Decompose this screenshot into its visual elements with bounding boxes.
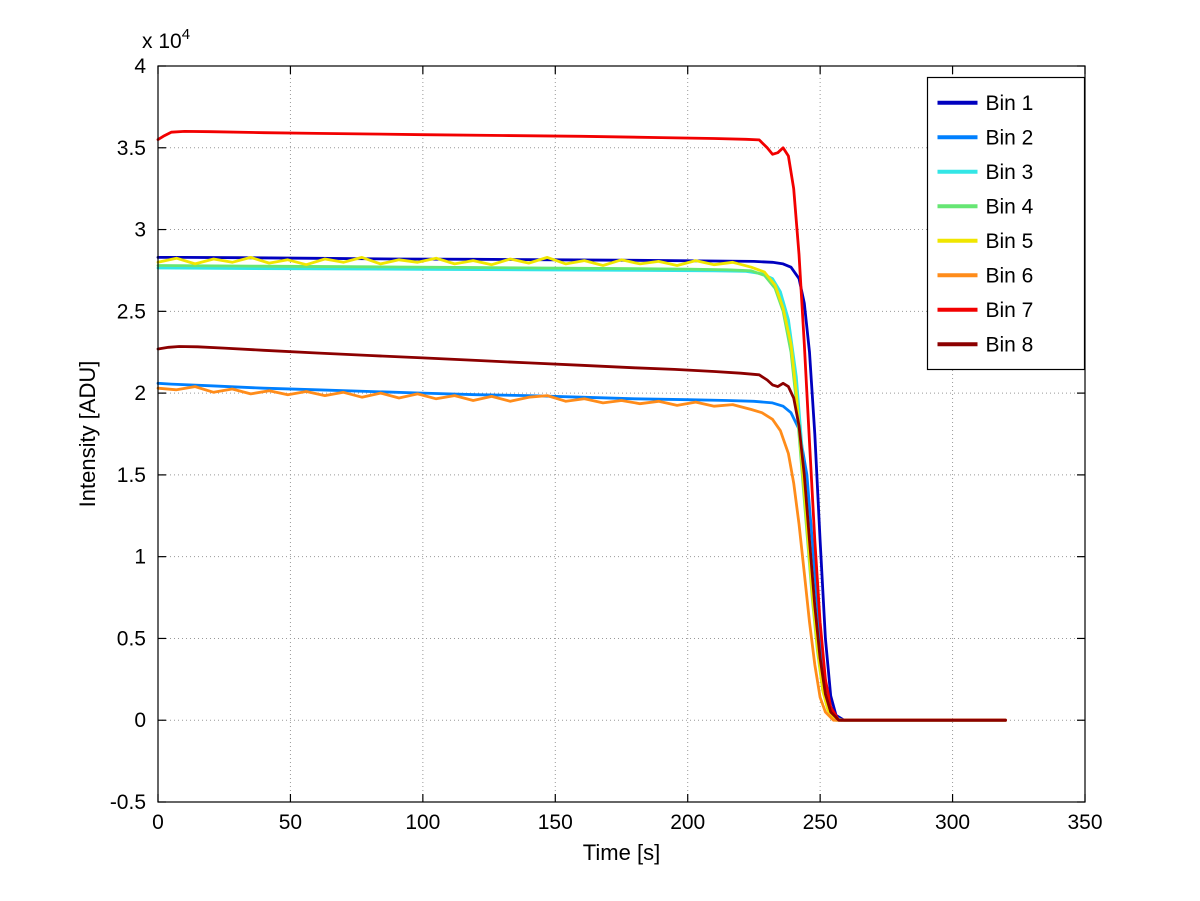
- y-tick-label: 1.5: [117, 464, 146, 487]
- y-tick-label: 2: [134, 382, 146, 405]
- series-line-2: [156, 381, 1007, 722]
- axes-box: [157, 65, 1086, 803]
- y-tick-label: 3.5: [117, 137, 146, 160]
- x-tick-label: 300: [935, 811, 970, 834]
- x-tick-label: 150: [538, 811, 573, 834]
- y-tick-label: 3: [134, 219, 146, 242]
- series-line-7: [156, 129, 1007, 722]
- legend-item-label: Bin 8: [986, 333, 1034, 356]
- y-tick-label: 0: [134, 709, 146, 732]
- legend-item-label: Bin 3: [986, 161, 1034, 184]
- x-tick-label: 0: [152, 811, 164, 834]
- series-line-6: [156, 385, 1007, 722]
- y-tick-label: 0.5: [117, 627, 146, 650]
- series-line-4: [156, 264, 1007, 722]
- x-tick-label: 250: [803, 811, 838, 834]
- legend-box: [926, 76, 1086, 371]
- y-tick-label: 4: [134, 55, 146, 78]
- series-line-5: [156, 255, 1007, 722]
- y-axis-label: Intensity [ADU]: [75, 361, 100, 508]
- legend-item-label: Bin 1: [986, 92, 1034, 115]
- legend-item-label: Bin 5: [986, 230, 1034, 253]
- series-line-1: [156, 255, 1007, 722]
- x-tick-label: 350: [1067, 811, 1102, 834]
- x-tick-label: 100: [405, 811, 440, 834]
- y-tick-label: 2.5: [117, 300, 146, 323]
- y-axis-multiplier-label: x 104: [142, 26, 190, 53]
- series-line-3: [156, 266, 1007, 722]
- legend-item-label: Bin 2: [986, 126, 1034, 149]
- y-tick-label: -0.5: [110, 791, 146, 814]
- x-axis-label: Time [s]: [583, 840, 660, 865]
- legend-item-label: Bin 6: [986, 264, 1034, 287]
- x-tick-label: 200: [670, 811, 705, 834]
- x-tick-label: 50: [279, 811, 302, 834]
- y-tick-label: 1: [134, 546, 146, 569]
- series-line-8: [156, 345, 1007, 722]
- legend-item-label: Bin 7: [986, 299, 1034, 322]
- legend-item-label: Bin 4: [986, 195, 1034, 218]
